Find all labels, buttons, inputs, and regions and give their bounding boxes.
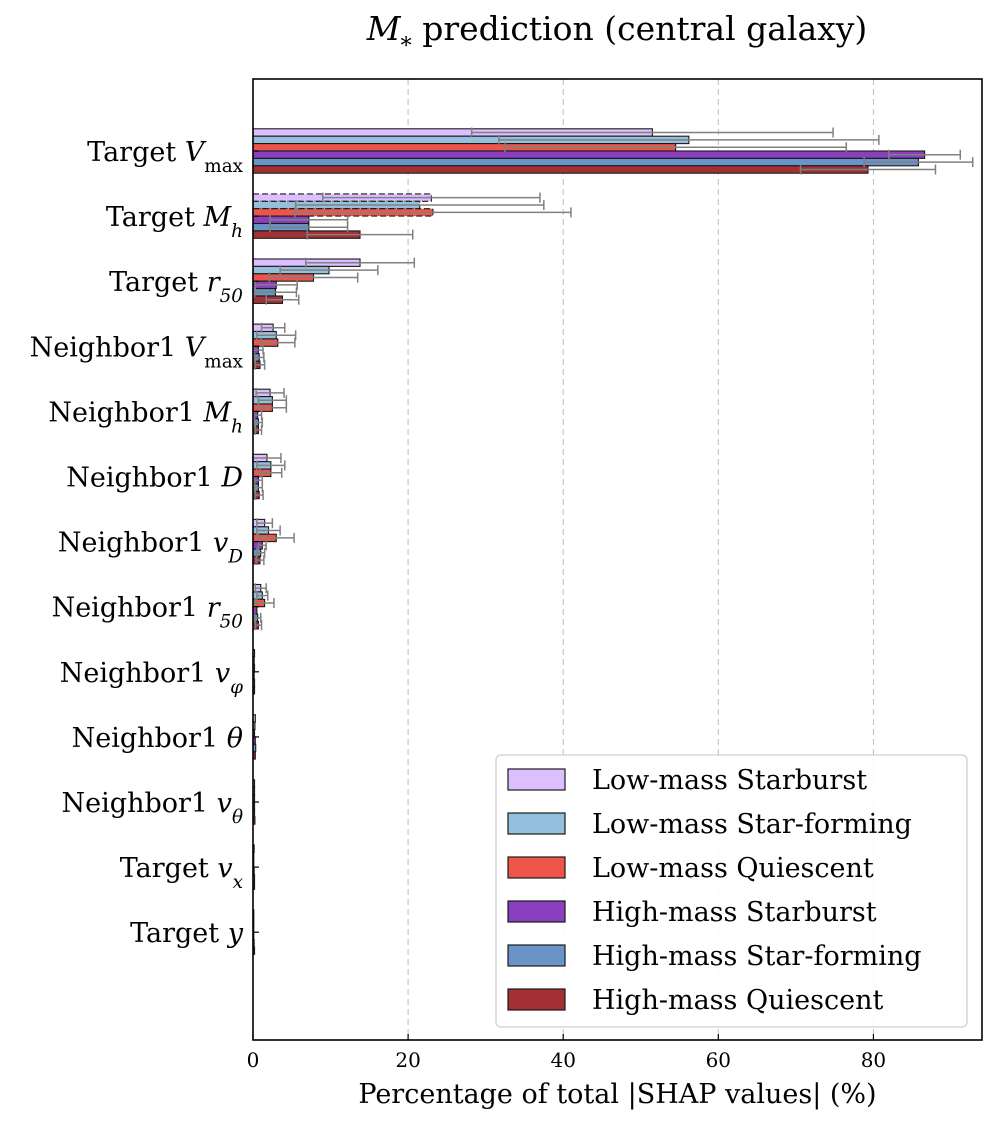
legend-swatch-high-mass-starburst	[507, 900, 566, 923]
y-tick-label-target-v-max: Target Vmax	[87, 137, 243, 177]
y-tick-label-target-r-50: Target r50	[109, 267, 243, 307]
legend-label-high-mass-quiescent: High-mass Quiescent	[592, 985, 883, 1016]
x-tick-label-80: 80	[861, 1048, 886, 1072]
subscript: θ	[232, 807, 243, 828]
y-tick-labels: Target Vmax Target Mh Target r50 Neighbor1 …	[30, 137, 259, 949]
subscript: 50	[220, 611, 244, 632]
legend-swatch-low-mass-star-forming	[507, 812, 566, 835]
legend-swatch-low-mass-starburst	[507, 768, 566, 791]
x-tick-label-0: 0	[247, 1048, 260, 1072]
y-tick-label-neighbor1-v-d: Neighbor1 vD	[58, 528, 243, 568]
bar-high-mass-starburst-target-v-max	[252, 150, 926, 159]
y-tick-label-target-y: Target y	[130, 918, 244, 949]
legend-label-low-mass-starburst: Low-mass Starburst	[592, 765, 867, 796]
y-tick-label-target-v-x: Target vx	[120, 853, 244, 893]
subscript: max	[204, 351, 243, 372]
subscript: D	[227, 546, 243, 567]
legend-swatch-low-mass-quiescent	[507, 856, 566, 879]
subscript: φ	[230, 676, 243, 697]
y-tick-label-neighbor1-r-50: Neighbor1 r50	[52, 593, 244, 633]
x-tick-label-40: 40	[550, 1048, 575, 1072]
y-tick-label-neighbor1-v: Neighbor1 vθ	[62, 788, 243, 828]
title-text: M* prediction (central galaxy)	[366, 9, 868, 59]
y-tick-label-neighbor1-d: Neighbor1 D	[66, 463, 243, 494]
y-tick-label-neighbor1-v: Neighbor1 vφ	[60, 658, 243, 698]
subscript: 50	[220, 286, 244, 307]
legend-swatch-high-mass-star-forming	[507, 944, 566, 967]
plot-frame	[252, 78, 983, 1041]
x-axis-label: Percentage of total |SHAP values| (%)	[358, 1079, 876, 1110]
x-tick-label-60: 60	[706, 1048, 731, 1072]
y-tick-label-neighbor1-v-max: Neighbor1 Vmax	[30, 332, 244, 372]
legend-label-high-mass-star-forming: High-mass Star-forming	[592, 941, 922, 972]
x-tick-labels: 0 20 40 60 80	[247, 1034, 886, 1072]
subscript: max	[204, 156, 243, 177]
legend-label-low-mass-quiescent: Low-mass Quiescent	[592, 853, 874, 884]
chart-title: M* prediction (central galaxy)	[366, 9, 868, 59]
legend-swatch-high-mass-quiescent	[507, 988, 566, 1011]
y-tick-label-neighbor1-m-h: Neighbor1 Mh	[48, 397, 243, 437]
legend-box	[495, 754, 968, 1028]
bar-high-mass-star-forming-target-v-max	[252, 157, 919, 167]
legend-label-high-mass-starburst: High-mass Starburst	[592, 897, 877, 928]
subscript: x	[233, 872, 244, 893]
y-tick-label-neighbor1: Neighbor1 θ	[72, 723, 243, 754]
subscript: h	[231, 416, 243, 437]
y-tick-label-target-m-h: Target Mh	[106, 202, 243, 242]
bar-high-mass-quiescent-target-v-max	[252, 165, 869, 174]
legend: Low-mass Starburst Low-mass Star-forming L…	[495, 754, 968, 1028]
legend-label-low-mass-star-forming: Low-mass Star-forming	[592, 809, 912, 840]
subscript: h	[231, 221, 243, 242]
x-tick-label-20: 20	[395, 1048, 420, 1072]
